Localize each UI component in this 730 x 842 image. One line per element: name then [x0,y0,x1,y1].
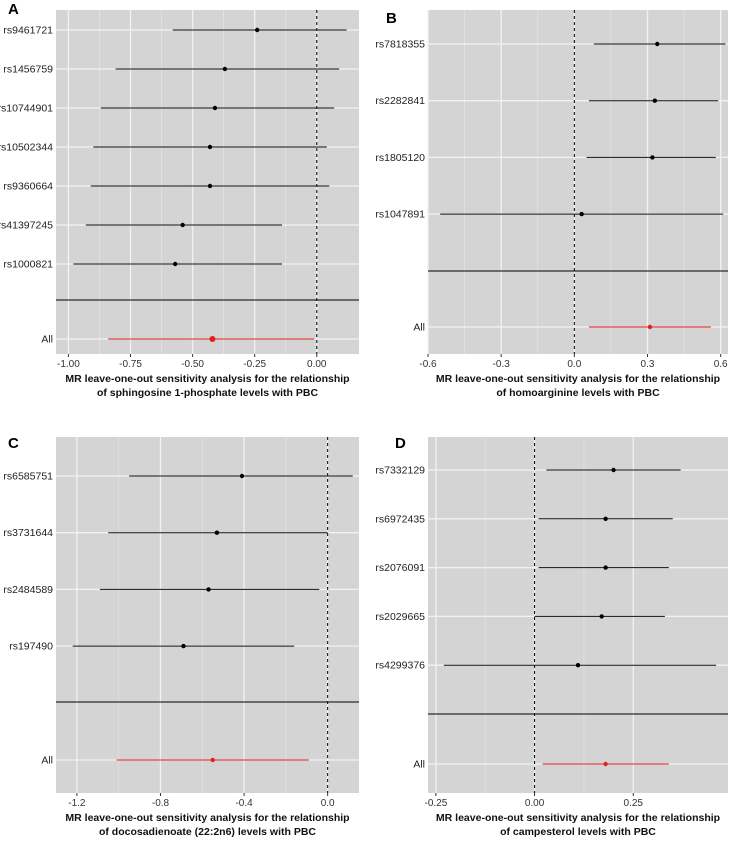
snp-label: rs1047891 [375,209,425,221]
x-tick-label: 0.00 [307,359,327,370]
x-tick-label: -0.4 [235,798,253,809]
panel-c: rs6585751 rs3731644 rs2484589 rs197490 All -1… [3,435,359,838]
snp-label: rs10502344 [0,142,53,154]
snp-label: rs10744901 [0,103,53,115]
x-axis-title-line1: MR leave-one-out sensitivity analysis fo… [65,812,349,824]
plot-background [56,10,359,354]
point-estimate-rs10502344 [207,144,213,150]
x-tick-label: -0.75 [119,359,142,370]
point-estimate-rs7818355 [655,41,660,47]
point-estimate-rs9461721 [254,27,260,33]
point-estimate-rs9360664 [207,183,213,189]
point-estimate-all [603,761,608,767]
point-estimate-rs7332129 [611,467,616,473]
x-tick-label: 0.3 [641,359,655,370]
snp-label: rs9360664 [3,181,53,193]
snp-label: rs9461721 [3,25,53,37]
x-axis-title-line1: MR leave-one-out sensitivity analysis fo… [436,373,720,385]
x-axis-title-line2: of sphingosine 1-phosphate levels with P… [97,387,319,399]
panel-a: rs9461721 rs1456759 rs10744901 rs10502344 rs… [0,1,359,399]
panel-letter: A [8,1,19,18]
panel-d: rs7332129 rs6972435 rs2076091 rs2029665 rs42… [375,435,728,838]
point-estimate-rs1456759 [222,66,228,72]
panel-b: rs7818355 rs2282841 rs1805120 rs1047891 All -… [375,10,728,399]
snp-label: rs2029665 [375,611,425,623]
point-estimate-rs4299376 [575,663,581,668]
panel-letter: D [395,435,406,452]
plot-background [428,10,728,354]
point-estimate-all [647,324,653,330]
snp-label: rs7818355 [375,39,425,51]
snp-label: rs6972435 [375,513,425,525]
x-tick-label: -0.3 [493,359,511,370]
point-estimate-rs2076091 [603,565,608,570]
snp-label: rs4299376 [375,660,425,672]
x-axis-title-line1: MR leave-one-out sensitivity analysis fo… [436,812,720,824]
x-tick-label: -0.6 [419,359,437,370]
x-tick-label: 0.0 [567,359,581,370]
x-tick-label: -0.8 [152,798,170,809]
point-estimate-rs2029665 [599,614,604,619]
snp-label: rs7332129 [375,465,425,477]
x-tick-label: 0.00 [525,798,545,809]
point-estimate-rs2484589 [206,587,211,592]
point-estimate-rs1805120 [650,155,655,160]
snp-label: rs2076091 [375,562,425,574]
x-tick-label: 0.0 [321,798,335,809]
snp-label: rs2484589 [3,584,53,596]
point-estimate-rs1047891 [579,211,584,217]
x-tick-label: -0.50 [181,359,204,370]
x-tick-label: -0.25 [424,798,447,809]
all-label: All [41,755,53,767]
panel-letter: C [8,435,19,452]
x-tick-label: -1.00 [57,359,80,370]
x-tick-label: 0.25 [624,798,644,809]
point-estimate-all [210,757,215,763]
x-axis-title-line2: of campesterol levels with PBC [500,826,656,838]
snp-label: rs1000821 [3,259,53,271]
point-estimate-rs2282841 [652,98,658,103]
point-estimate-rs10744901 [212,105,218,111]
point-estimate-rs41397245 [180,222,185,228]
snp-label: rs2282841 [375,95,425,107]
point-estimate-rs197490 [181,643,186,649]
snp-label: rs1805120 [375,152,425,164]
snp-label: rs6585751 [3,471,53,483]
all-label: All [41,334,53,346]
panel-letter: B [386,10,397,27]
point-estimate-rs1000821 [173,261,178,267]
x-axis-title-line2: of docosadienoate (22:2n6) levels with P… [99,826,316,838]
point-estimate-all [209,336,216,342]
plot-background [56,437,359,793]
x-axis-title-line2: of homoarginine levels with PBC [496,387,660,399]
plot-background [428,437,728,793]
all-label: All [413,759,425,771]
snp-label: rs197490 [9,641,53,653]
x-tick-label: -1.2 [68,798,86,809]
snp-label: rs41397245 [0,220,53,232]
snp-label: rs1456759 [3,64,53,76]
snp-label: rs3731644 [3,527,53,539]
x-axis-title-line1: MR leave-one-out sensitivity analysis fo… [65,373,349,385]
point-estimate-rs6972435 [603,516,608,521]
x-tick-label: -0.25 [243,359,266,370]
point-estimate-rs6585751 [239,473,245,479]
x-tick-label: 0.6 [714,359,728,370]
point-estimate-rs3731644 [214,530,220,535]
all-label: All [413,322,425,334]
